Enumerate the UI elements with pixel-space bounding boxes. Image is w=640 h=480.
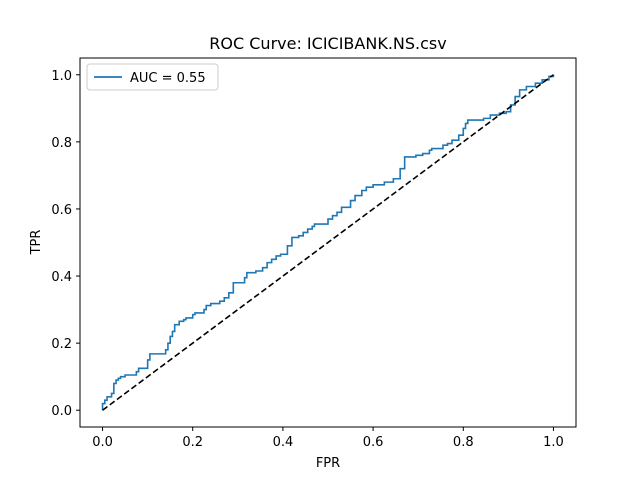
x-tick-label: 0.6 — [363, 435, 384, 450]
x-tick-label: 0.0 — [92, 435, 113, 450]
x-tick-label: 0.4 — [273, 435, 294, 450]
y-tick-label: 0.4 — [51, 270, 72, 285]
x-tick-label: 0.8 — [453, 435, 474, 450]
y-tick-label: 0.8 — [51, 136, 72, 151]
legend-box — [86, 63, 219, 91]
y-tick-label: 1.0 — [51, 69, 72, 84]
roc-curve-line — [101, 74, 555, 411]
y-tick-label: 0.6 — [51, 203, 72, 218]
y-tick-label: 0.2 — [51, 337, 72, 352]
plot-lines — [101, 74, 555, 411]
y-tick-label: 0.0 — [51, 404, 72, 419]
diagonal-reference-line — [102, 74, 554, 411]
x-axis-title: FPR — [316, 456, 340, 471]
y-axis-ticks: 0.0 0.2 0.4 0.6 0.8 1.0 — [51, 69, 80, 419]
x-tick-label: 1.0 — [543, 435, 564, 450]
x-axis-ticks: 0.0 0.2 0.4 0.6 0.8 1.0 — [92, 427, 564, 450]
legend: AUC = 0.55 — [86, 63, 219, 91]
plot-frame — [79, 57, 577, 428]
chart-title: ROC Curve: ICICIBANK.NS.csv — [209, 34, 446, 53]
y-axis-title: TPR — [29, 230, 44, 256]
x-tick-label: 0.2 — [182, 435, 203, 450]
legend-label-auc: AUC = 0.55 — [130, 71, 206, 86]
